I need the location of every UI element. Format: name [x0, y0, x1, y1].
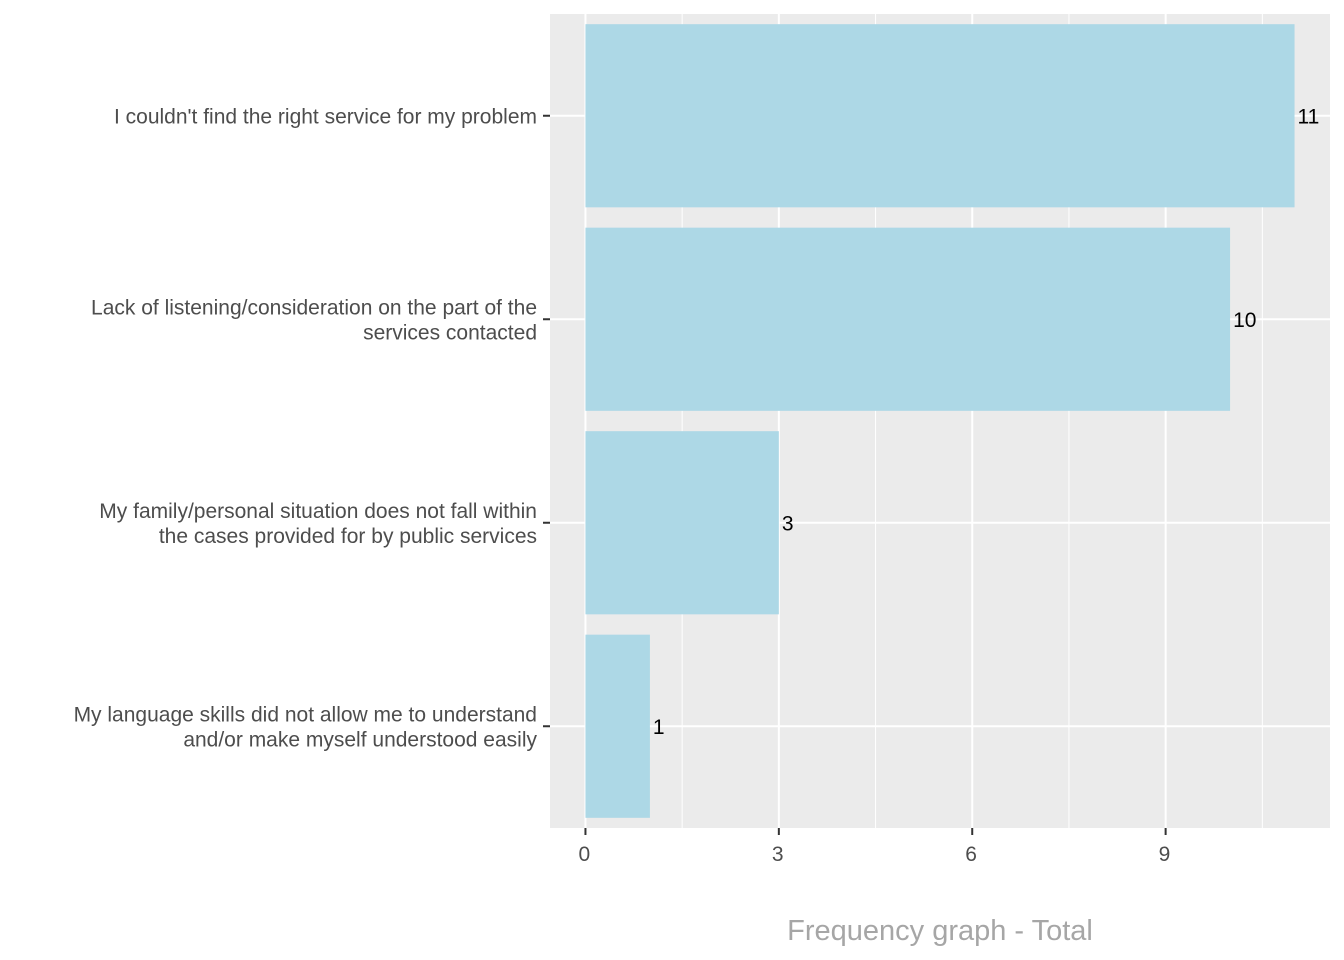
y-tick-label: My language skills did not allow me to u… — [74, 703, 538, 751]
bar — [585, 24, 1295, 208]
data-label: 10 — [1233, 309, 1256, 332]
y-tick-label-line: services contacted — [363, 321, 537, 344]
y-tick-label: My family/personal situation does not fa… — [99, 500, 537, 548]
data-label: 1 — [653, 716, 665, 739]
bar — [585, 634, 650, 818]
y-axis: I couldn't find the right service for my… — [74, 105, 550, 751]
y-tick-label: I couldn't find the right service for my… — [114, 105, 537, 128]
x-axis: 0 3 6 9 — [578, 828, 1170, 866]
x-axis-title: Frequency graph - Total — [787, 915, 1093, 947]
data-label: 11 — [1298, 105, 1320, 128]
y-tick-label-line: I couldn't find the right service for my… — [114, 105, 537, 128]
bar — [585, 227, 1231, 411]
x-tick-label: 3 — [772, 843, 784, 866]
x-tick-label: 6 — [965, 843, 977, 866]
y-tick-label-line: My family/personal situation does not fa… — [99, 500, 537, 523]
data-labels: 11 10 3 1 — [653, 105, 1319, 739]
y-tick-label-line: My language skills did not allow me to u… — [74, 703, 537, 726]
y-tick-label-line: and/or make myself understood easily — [183, 728, 537, 751]
y-tick-label-line: the cases provided for by public service… — [159, 525, 537, 548]
bar — [585, 431, 779, 615]
x-tick-label: 0 — [578, 843, 590, 866]
y-tick-label: Lack of listening/consideration on the p… — [91, 296, 537, 344]
data-label: 3 — [782, 512, 794, 535]
y-tick-label-line: Lack of listening/consideration on the p… — [91, 296, 537, 319]
bars — [585, 24, 1295, 818]
x-tick-label: 9 — [1159, 843, 1171, 866]
